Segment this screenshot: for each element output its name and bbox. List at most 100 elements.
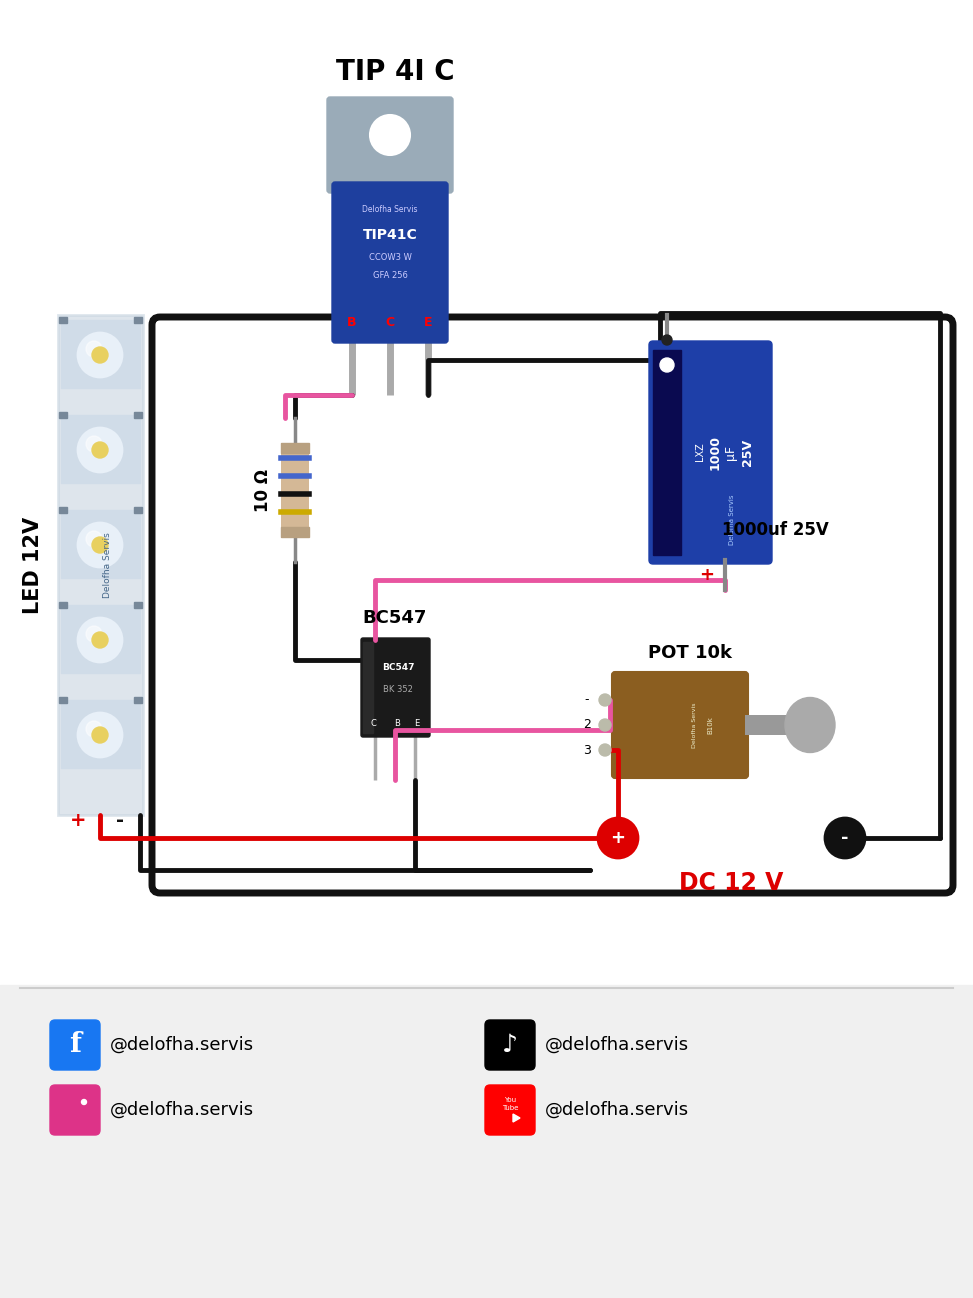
Text: B: B: [347, 315, 357, 328]
Text: @delofha.servis: @delofha.servis: [110, 1036, 254, 1054]
Circle shape: [78, 713, 122, 757]
Bar: [134, 411, 142, 418]
Bar: [745, 715, 810, 735]
Circle shape: [82, 1099, 87, 1105]
Bar: [59, 697, 67, 704]
Text: Delofha Servis: Delofha Servis: [362, 205, 417, 214]
Text: TIP41C: TIP41C: [363, 228, 417, 241]
Circle shape: [92, 537, 108, 553]
Text: @delofha.servis: @delofha.servis: [545, 1036, 689, 1054]
Circle shape: [86, 436, 102, 452]
Polygon shape: [330, 100, 450, 190]
Bar: [0, 985, 973, 1298]
Circle shape: [825, 818, 865, 858]
Circle shape: [599, 744, 611, 755]
Text: BK 352: BK 352: [383, 685, 413, 694]
Text: 10 Ω: 10 Ω: [254, 469, 272, 511]
Bar: [134, 602, 142, 607]
Bar: [653, 350, 681, 556]
Circle shape: [78, 523, 122, 567]
Text: E: E: [424, 315, 432, 328]
Bar: [281, 443, 309, 537]
Circle shape: [78, 618, 122, 662]
Bar: [61, 321, 140, 388]
Bar: [281, 443, 309, 453]
FancyBboxPatch shape: [361, 639, 430, 737]
Text: @delofha.servis: @delofha.servis: [110, 1101, 254, 1119]
Text: B10k: B10k: [707, 716, 713, 733]
Text: LXZ: LXZ: [695, 443, 705, 461]
Text: -: -: [116, 810, 124, 829]
Circle shape: [370, 116, 410, 154]
Bar: [61, 415, 140, 483]
Circle shape: [78, 428, 122, 472]
Bar: [61, 605, 140, 672]
Bar: [61, 510, 140, 578]
Text: TIP 4I C: TIP 4I C: [336, 58, 454, 86]
Text: B: B: [394, 719, 400, 727]
Text: Delofha Servis: Delofha Servis: [729, 495, 735, 545]
Text: POT 10k: POT 10k: [648, 644, 732, 662]
Text: E: E: [414, 719, 419, 727]
Text: 1000: 1000: [708, 435, 722, 470]
FancyBboxPatch shape: [485, 1020, 535, 1070]
Text: 3: 3: [583, 744, 591, 757]
Circle shape: [78, 334, 122, 376]
FancyBboxPatch shape: [332, 182, 448, 343]
Text: f: f: [69, 1032, 81, 1058]
Text: LED 12V: LED 12V: [23, 517, 43, 614]
Circle shape: [599, 719, 611, 731]
Circle shape: [92, 727, 108, 742]
Polygon shape: [513, 1114, 520, 1121]
Circle shape: [662, 335, 672, 345]
Text: C: C: [385, 315, 395, 328]
Ellipse shape: [785, 697, 835, 753]
Circle shape: [92, 632, 108, 648]
Bar: [61, 700, 140, 768]
FancyBboxPatch shape: [485, 1085, 535, 1134]
Circle shape: [598, 818, 638, 858]
Text: C: C: [370, 719, 376, 727]
Text: Delofha Servis: Delofha Servis: [693, 702, 698, 748]
Bar: [363, 643, 373, 733]
Circle shape: [86, 626, 102, 643]
Circle shape: [92, 443, 108, 458]
Text: μF: μF: [724, 444, 737, 459]
Bar: [134, 697, 142, 704]
Circle shape: [599, 694, 611, 706]
Circle shape: [86, 720, 102, 737]
Circle shape: [660, 358, 674, 373]
Text: +: +: [700, 566, 714, 584]
Bar: [59, 317, 67, 323]
Text: +: +: [610, 829, 626, 848]
FancyBboxPatch shape: [649, 341, 772, 565]
Circle shape: [86, 531, 102, 546]
Text: 2: 2: [583, 719, 591, 732]
FancyBboxPatch shape: [50, 1085, 100, 1134]
FancyBboxPatch shape: [327, 97, 453, 193]
Bar: [59, 602, 67, 607]
Text: BC547: BC547: [381, 663, 414, 672]
FancyBboxPatch shape: [50, 1020, 100, 1070]
Bar: [134, 317, 142, 323]
Text: -: -: [585, 693, 590, 706]
Bar: [59, 411, 67, 418]
Text: ♪: ♪: [502, 1033, 518, 1057]
Circle shape: [92, 347, 108, 363]
Text: CCOW3 W: CCOW3 W: [369, 253, 412, 261]
Text: @delofha.servis: @delofha.servis: [545, 1101, 689, 1119]
Text: 25V: 25V: [741, 439, 754, 466]
Text: You
Tube: You Tube: [502, 1098, 519, 1111]
Text: GFA 256: GFA 256: [373, 270, 408, 279]
FancyBboxPatch shape: [612, 672, 748, 778]
Text: DC 12 V: DC 12 V: [679, 871, 783, 896]
Bar: [281, 527, 309, 537]
Text: 1000uf 25V: 1000uf 25V: [722, 520, 828, 539]
Bar: [58, 315, 143, 815]
Bar: [134, 508, 142, 513]
Circle shape: [86, 341, 102, 357]
Bar: [59, 508, 67, 513]
Text: +: +: [70, 810, 87, 829]
Text: BC547: BC547: [363, 609, 427, 627]
Text: -: -: [842, 829, 848, 848]
